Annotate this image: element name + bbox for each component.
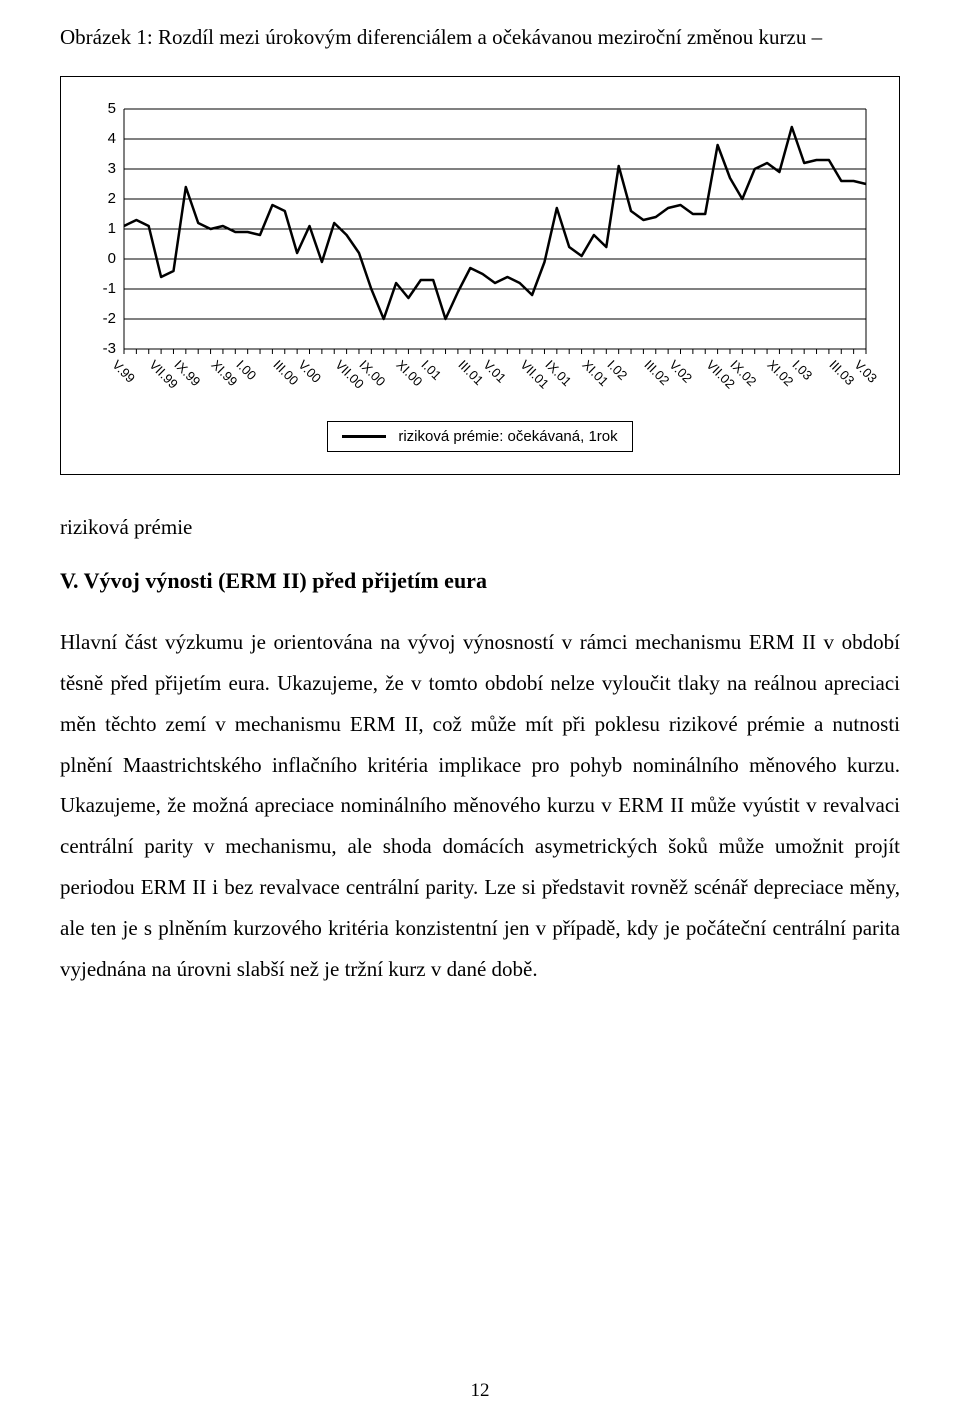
y-tick-label: 0 bbox=[80, 250, 116, 267]
y-tick-label: 3 bbox=[80, 160, 116, 177]
figure-caption-line1: Obrázek 1: Rozdíl mezi úrokovým diferenc… bbox=[60, 20, 900, 56]
y-tick-label: 1 bbox=[80, 220, 116, 237]
figure-caption-line2: riziková prémie bbox=[60, 515, 900, 540]
chart-frame: -3-2-1012345V.99VII.99IX.99XI.99I.00III.… bbox=[60, 76, 900, 475]
chart-legend: riziková prémie: očekávaná, 1rok bbox=[327, 421, 632, 452]
page-number: 12 bbox=[0, 1380, 960, 1402]
section-heading: V. Vývoj výnosti (ERM II) před přijetím … bbox=[60, 568, 900, 594]
chart-svg bbox=[80, 91, 880, 401]
y-tick-label: 2 bbox=[80, 190, 116, 207]
chart-area: -3-2-1012345V.99VII.99IX.99XI.99I.00III.… bbox=[75, 91, 885, 401]
y-tick-label: -1 bbox=[80, 280, 116, 297]
y-tick-label: 4 bbox=[80, 130, 116, 147]
y-tick-label: -3 bbox=[80, 340, 116, 357]
legend-label: riziková prémie: očekávaná, 1rok bbox=[398, 428, 617, 445]
body-paragraph: Hlavní část výzkumu je orientována na vý… bbox=[60, 622, 900, 990]
series-line bbox=[124, 127, 866, 319]
legend-swatch bbox=[342, 435, 386, 438]
y-tick-label: 5 bbox=[80, 100, 116, 117]
y-tick-label: -2 bbox=[80, 310, 116, 327]
